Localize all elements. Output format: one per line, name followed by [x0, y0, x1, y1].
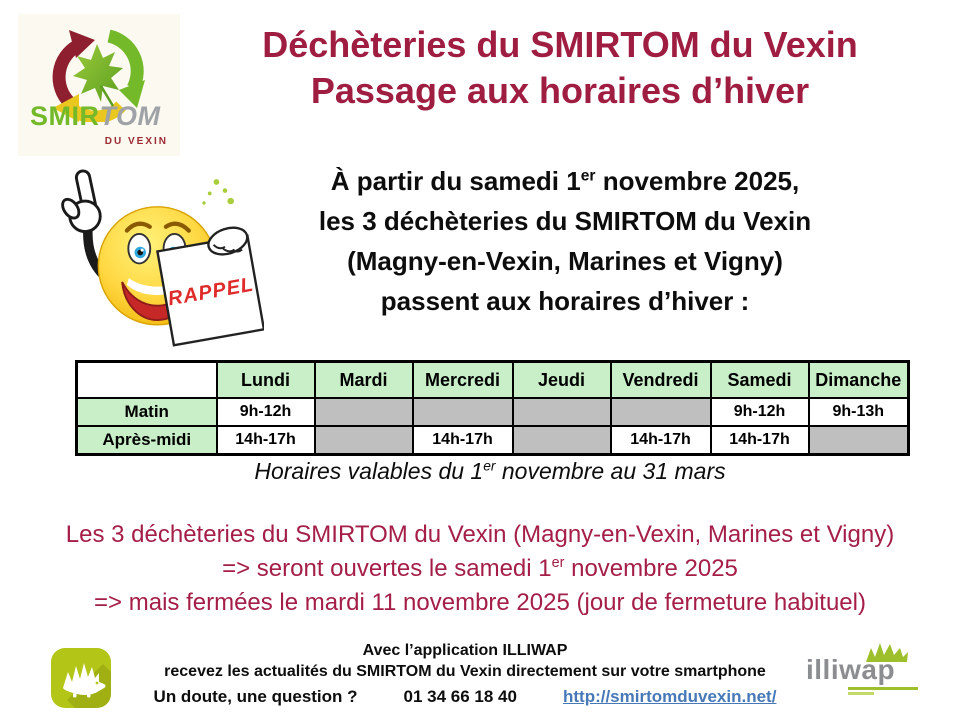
row-label-matin: Matin [75, 397, 218, 427]
rappel-smiley-illustration: RAPPEL [26, 156, 266, 348]
intro-line3: (Magny-en-Vexin, Marines et Vigny) [347, 246, 783, 276]
alert-line2-sup: er [551, 555, 565, 571]
slot-matin-lundi: 9h-12h [215, 397, 316, 427]
slot-matin-mercredi [411, 397, 514, 427]
hedgehog-crest-icon [866, 643, 908, 662]
smirtom-logo: SMIRTOM DU VEXIN [18, 14, 180, 156]
smirtom-wordmark-smir: SMIR [30, 101, 100, 131]
page-title: Déchèteries du SMIRTOM du Vexin Passage … [170, 22, 950, 114]
slot-matin-vendredi [609, 397, 712, 427]
intro-line1: À partir du samedi 1er novembre 2025, [180, 161, 950, 201]
smirtom-wordmark-sub: DU VEXIN [104, 136, 168, 147]
smirtom-wordmark-tom: TOM [99, 101, 161, 131]
intro-line1-post: novembre 2025, [595, 166, 800, 196]
footer-app-line1: Avec l’application ILLIWAP [362, 642, 568, 659]
slot-pm-samedi: 14h-17h [709, 425, 810, 456]
alert-line1: Les 3 déchèteries du SMIRTOM du Vexin (M… [65, 521, 895, 548]
slot-pm-vendredi: 14h-17h [609, 425, 712, 456]
schedule-table: Lundi Mardi Mercredi Jeudi Vendredi Same… [75, 360, 910, 456]
slot-pm-lundi: 14h-17h [215, 425, 316, 456]
illiwap-logo: illiwap [806, 643, 956, 714]
validity-note: Horaires valables du 1er novembre au 31 … [80, 458, 900, 485]
hedgehog-app-icon [51, 648, 111, 708]
slot-pm-jeudi [511, 425, 612, 456]
smiley-pointing-icon: RAPPEL [61, 169, 266, 347]
schedule-header-mardi: Mardi [313, 360, 414, 399]
slot-pm-mercredi: 14h-17h [411, 425, 514, 456]
slot-matin-jeudi [511, 397, 612, 427]
page-title-line1: Déchèteries du SMIRTOM du Vexin [262, 24, 858, 65]
schedule-header-row: Lundi Mardi Mercredi Jeudi Vendredi Same… [75, 360, 910, 399]
schedule-row-apres-midi: Après-midi 14h-17h 14h-17h 14h-17h 14h-1… [75, 425, 910, 456]
footer-app-line2: recevez les actualités du SMIRTOM du Vex… [164, 663, 766, 680]
footer-contact-row: Un doute, une question ? 01 34 66 18 40 … [120, 686, 810, 707]
recycle-arrows-leaf-icon [52, 29, 145, 122]
rappel-sign: RAPPEL [156, 234, 266, 347]
hedgehog-icon [63, 663, 106, 698]
slot-matin-mardi [313, 397, 414, 427]
schedule-header-corner [75, 360, 218, 399]
schedule-header-lundi: Lundi [215, 360, 316, 399]
illiwap-app-icon [48, 646, 114, 710]
schedule-header-jeudi: Jeudi [511, 360, 612, 399]
alert-text: Les 3 déchèteries du SMIRTOM du Vexin (M… [20, 518, 940, 620]
intro-line2: les 3 déchèteries du SMIRTOM du Vexin [318, 206, 812, 236]
leaf-icon [73, 44, 123, 102]
schedule-header-vendredi: Vendredi [609, 360, 712, 399]
schedule-header-samedi: Samedi [709, 360, 810, 399]
footer-text: Avec l’application ILLIWAP recevez les a… [120, 640, 810, 707]
alert-line2: => seront ouvertes le samedi 1er novembr… [20, 552, 940, 586]
validity-note-sup: er [483, 458, 496, 474]
sparkle-dots-icon [202, 179, 234, 205]
slot-matin-dimanche: 9h-13h [807, 397, 910, 427]
slot-pm-dimanche [807, 425, 910, 456]
schedule-table-wrapper: Lundi Mardi Mercredi Jeudi Vendredi Same… [75, 360, 910, 456]
intro-line1-pre: À partir du samedi 1 [330, 166, 581, 196]
validity-note-post: novembre au 31 mars [495, 458, 726, 484]
slot-pm-mardi [313, 425, 414, 456]
intro-text: À partir du samedi 1er novembre 2025, le… [180, 161, 950, 321]
intro-line4: passent aux horaires d’hiver : [380, 286, 750, 316]
pointing-hand-icon [61, 169, 102, 233]
smirtom-wordmark: SMIRTOM [30, 101, 161, 132]
intro-line1-sup: er [580, 167, 596, 185]
schedule-header-mercredi: Mercredi [411, 360, 514, 399]
page-title-line2: Passage aux horaires d’hiver [310, 70, 810, 111]
footer-website-link[interactable]: http://smirtomduvexin.net/ [562, 687, 777, 706]
illiwap-tagline-illegible [848, 687, 956, 695]
slot-matin-samedi: 9h-12h [709, 397, 810, 427]
gripping-hand-icon [207, 226, 249, 256]
alert-line2-pre: => seront ouvertes le samedi 1 [222, 555, 552, 582]
validity-note-pre: Horaires valables du 1 [254, 458, 484, 484]
alert-line3: => mais fermées le mardi 11 novembre 202… [94, 589, 866, 616]
footer-question: Un doute, une question ? [153, 687, 358, 706]
schedule-header-dimanche: Dimanche [807, 360, 910, 399]
alert-line2-post: novembre 2025 [564, 555, 738, 582]
footer-phone: 01 34 66 18 40 [403, 687, 517, 706]
row-label-apres-midi: Après-midi [75, 425, 218, 456]
schedule-row-matin: Matin 9h-12h 9h-12h 9h-13h [75, 397, 910, 427]
